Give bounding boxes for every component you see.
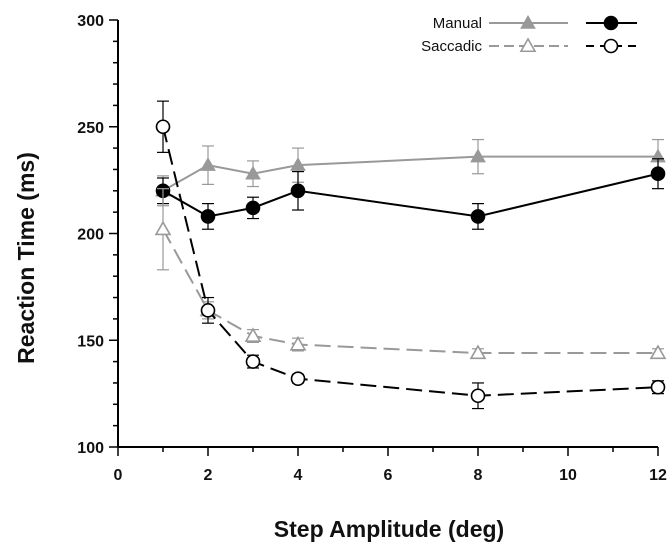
- series-layer: [154, 100, 667, 410]
- data-point: [470, 148, 486, 163]
- data-point: [650, 166, 666, 182]
- legend-label: Manual: [433, 15, 482, 32]
- series-line: [162, 228, 658, 355]
- x-tick-label: 4: [294, 467, 303, 484]
- data-point: [154, 220, 172, 236]
- x-tick-label: 2: [204, 467, 213, 484]
- data-point: [290, 371, 306, 386]
- data-point: [244, 327, 262, 343]
- series-line: [162, 126, 659, 397]
- data-point: [469, 344, 487, 360]
- series-3: [155, 100, 666, 410]
- data-point: [245, 354, 261, 369]
- data-point: [470, 388, 486, 404]
- x-tick-label: 10: [559, 467, 577, 484]
- legend-swatch-marker: [603, 38, 619, 54]
- x-tick-label: 8: [474, 467, 483, 484]
- y-tick-label: 250: [77, 120, 104, 137]
- data-point: [155, 119, 171, 135]
- legend-swatch-marker: [603, 15, 619, 31]
- series-0: [155, 138, 666, 207]
- ticks: 100 150 200 250 300 0 2 4 6 8 10 12: [77, 13, 667, 484]
- y-tick-label: 300: [77, 13, 104, 30]
- legend-swatch-marker: [520, 14, 536, 29]
- axes: [117, 20, 658, 448]
- x-tick-label: 0: [114, 467, 123, 484]
- data-point: [290, 157, 306, 171]
- y-tick-label: 200: [77, 227, 104, 244]
- data-point: [290, 183, 306, 199]
- data-point: [650, 379, 666, 395]
- data-point: [245, 165, 261, 180]
- data-point: [289, 335, 307, 351]
- data-point: [470, 209, 486, 224]
- data-point: [245, 200, 261, 216]
- series-line: [162, 155, 658, 192]
- data-point: [200, 157, 216, 171]
- legend-swatch-marker: [519, 37, 537, 53]
- series-2: [154, 188, 667, 360]
- y-tick-label: 150: [77, 333, 104, 350]
- legend-label: Saccadic: [421, 38, 482, 55]
- data-point: [200, 303, 216, 318]
- y-axis-label: Reaction Time (ms): [13, 152, 39, 364]
- data-point: [200, 209, 216, 224]
- x-tick-label: 6: [384, 467, 393, 484]
- y-tick-label: 100: [77, 440, 104, 457]
- series-line: [162, 172, 659, 218]
- series-1: [155, 158, 666, 230]
- legend: Manual Saccadic: [421, 14, 637, 55]
- data-point: [649, 344, 667, 360]
- x-tick-label: 12: [649, 467, 667, 484]
- x-axis-label: Step Amplitude (deg): [274, 516, 504, 542]
